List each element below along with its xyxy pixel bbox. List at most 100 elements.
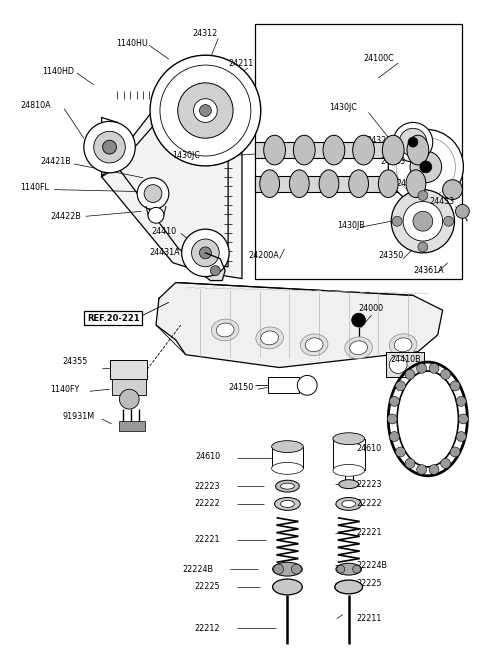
Ellipse shape	[350, 341, 368, 355]
Circle shape	[403, 202, 443, 241]
Ellipse shape	[333, 464, 364, 476]
Bar	[111, 379, 146, 395]
Circle shape	[94, 131, 125, 163]
Circle shape	[200, 105, 211, 117]
Ellipse shape	[335, 580, 362, 593]
Circle shape	[410, 151, 442, 183]
Bar	[120, 421, 145, 431]
Text: 24322: 24322	[367, 136, 392, 145]
Circle shape	[291, 564, 301, 574]
Circle shape	[120, 389, 139, 409]
Text: 24410B: 24410B	[390, 355, 421, 364]
Bar	[386, 352, 424, 377]
Text: 22222: 22222	[194, 499, 220, 508]
Circle shape	[200, 247, 211, 259]
Ellipse shape	[276, 480, 300, 492]
Circle shape	[441, 369, 451, 379]
Text: 22211: 22211	[357, 614, 382, 623]
Ellipse shape	[407, 135, 429, 165]
Text: 24000: 24000	[359, 304, 384, 312]
Circle shape	[456, 396, 466, 406]
Ellipse shape	[261, 331, 278, 345]
Ellipse shape	[293, 135, 315, 165]
Ellipse shape	[211, 319, 239, 341]
Ellipse shape	[341, 584, 357, 590]
Text: 1430JC: 1430JC	[329, 103, 357, 112]
Bar	[255, 176, 438, 192]
Ellipse shape	[289, 170, 309, 198]
Text: 22225: 22225	[194, 582, 220, 591]
Ellipse shape	[216, 323, 234, 337]
Bar	[272, 447, 303, 468]
Circle shape	[429, 364, 439, 373]
Text: 1140HD: 1140HD	[42, 67, 74, 75]
Circle shape	[392, 216, 402, 226]
Text: 24150: 24150	[228, 383, 253, 392]
Text: 1430JC: 1430JC	[173, 151, 201, 160]
Text: 24312: 24312	[192, 29, 218, 38]
Circle shape	[417, 364, 427, 373]
Circle shape	[405, 458, 415, 468]
Text: 22212: 22212	[195, 624, 220, 633]
Ellipse shape	[273, 579, 302, 595]
Circle shape	[352, 313, 366, 327]
Ellipse shape	[397, 371, 458, 467]
Text: 24321: 24321	[416, 426, 441, 436]
Text: 22224B: 22224B	[182, 565, 213, 574]
Circle shape	[353, 565, 360, 573]
Circle shape	[148, 208, 164, 223]
Circle shape	[396, 447, 406, 457]
Circle shape	[193, 99, 217, 122]
Text: 24431A: 24431A	[149, 248, 180, 257]
Ellipse shape	[280, 500, 294, 508]
Ellipse shape	[272, 462, 303, 474]
Ellipse shape	[305, 338, 323, 352]
Circle shape	[389, 432, 399, 441]
Circle shape	[297, 375, 317, 395]
Ellipse shape	[279, 584, 295, 590]
Circle shape	[144, 185, 162, 202]
Circle shape	[391, 189, 455, 253]
Circle shape	[443, 179, 462, 200]
Bar	[333, 439, 364, 470]
Ellipse shape	[383, 135, 404, 165]
Circle shape	[399, 128, 427, 156]
Ellipse shape	[394, 338, 412, 352]
Ellipse shape	[323, 135, 345, 165]
Ellipse shape	[378, 170, 398, 198]
Circle shape	[417, 464, 427, 474]
Circle shape	[456, 204, 469, 218]
Ellipse shape	[273, 562, 302, 576]
Text: 24610: 24610	[357, 444, 382, 453]
Ellipse shape	[274, 580, 301, 593]
Text: 22224B: 22224B	[357, 561, 388, 570]
Polygon shape	[156, 282, 443, 367]
Text: 24421B: 24421B	[40, 157, 71, 166]
Text: 24200A: 24200A	[248, 252, 279, 260]
Circle shape	[192, 239, 219, 267]
Circle shape	[420, 161, 432, 173]
Circle shape	[337, 565, 345, 573]
Text: 24433: 24433	[430, 197, 455, 206]
Circle shape	[389, 396, 399, 406]
Ellipse shape	[339, 479, 359, 489]
Ellipse shape	[319, 170, 339, 198]
Ellipse shape	[333, 433, 364, 445]
Circle shape	[405, 369, 415, 379]
Polygon shape	[205, 253, 225, 280]
Ellipse shape	[300, 334, 328, 356]
Circle shape	[388, 129, 463, 204]
Text: 22221: 22221	[357, 528, 382, 537]
Circle shape	[160, 65, 251, 156]
Bar	[255, 142, 433, 158]
Polygon shape	[102, 85, 242, 278]
Circle shape	[458, 414, 468, 424]
Text: 24121E: 24121E	[396, 179, 426, 188]
Text: 24361A: 24361A	[413, 266, 444, 275]
Text: REF.20-221: REF.20-221	[87, 314, 139, 323]
Circle shape	[387, 414, 397, 424]
Circle shape	[441, 458, 451, 468]
Bar	[268, 377, 300, 393]
Ellipse shape	[353, 135, 374, 165]
Circle shape	[418, 191, 428, 200]
